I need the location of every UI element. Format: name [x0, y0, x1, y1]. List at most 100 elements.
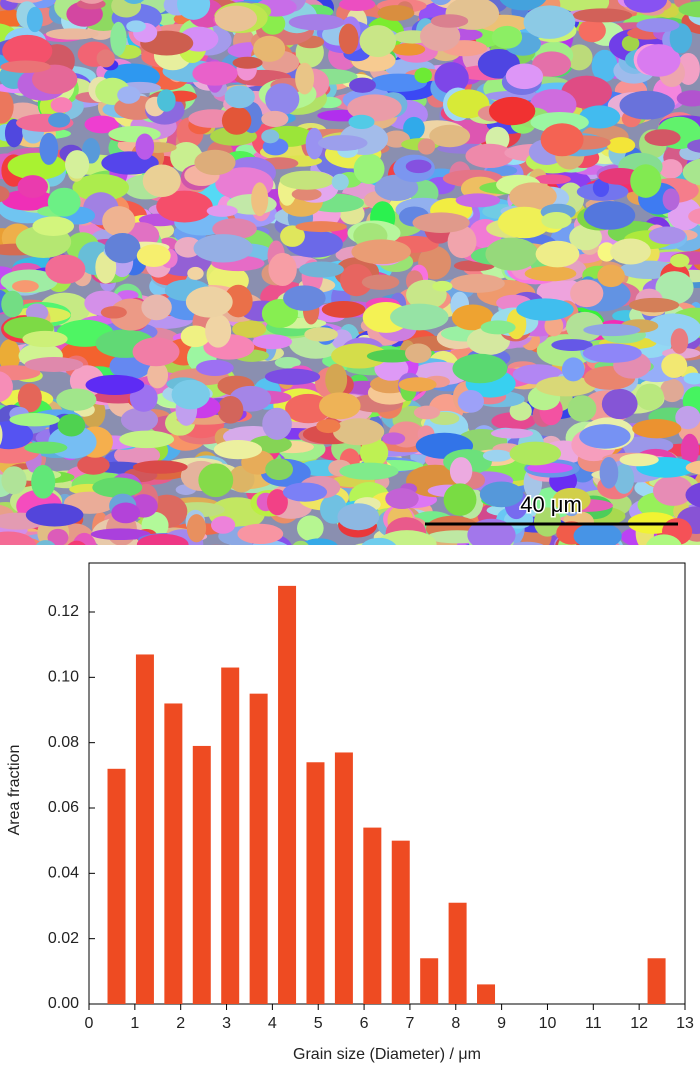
bar — [164, 703, 183, 1004]
grain — [534, 174, 571, 185]
grain — [582, 343, 642, 363]
grain — [332, 418, 385, 446]
grain — [599, 456, 619, 489]
grain — [366, 349, 418, 363]
grain — [12, 280, 39, 293]
grain — [295, 62, 315, 95]
grain — [224, 85, 255, 109]
grain — [619, 90, 675, 120]
grain — [660, 378, 685, 403]
grain — [209, 544, 223, 545]
y-tick-label: 0.10 — [48, 669, 79, 686]
grain — [541, 212, 572, 229]
grain — [224, 284, 253, 318]
grain — [685, 460, 700, 475]
grain — [687, 139, 700, 153]
grain — [295, 221, 347, 233]
grain — [592, 178, 610, 198]
grain — [573, 542, 602, 545]
grain — [316, 419, 341, 434]
grain — [583, 200, 636, 230]
grain — [659, 159, 683, 179]
grain — [110, 21, 127, 56]
grain — [156, 190, 213, 223]
grain — [26, 6, 43, 33]
grain — [213, 439, 263, 460]
grain — [683, 372, 700, 385]
grain — [108, 125, 161, 143]
grain — [509, 401, 532, 421]
grain — [180, 325, 210, 348]
grain — [533, 507, 561, 537]
grain — [348, 114, 375, 129]
grain — [0, 339, 21, 373]
grain — [331, 343, 388, 369]
grain — [652, 475, 694, 506]
y-tick-label: 0.04 — [48, 865, 79, 882]
grain — [591, 49, 618, 82]
grain — [623, 0, 668, 13]
grain — [337, 503, 380, 531]
grain — [403, 116, 425, 140]
grain — [187, 266, 204, 280]
grain — [488, 96, 536, 126]
grain — [253, 35, 286, 62]
grain — [621, 35, 640, 52]
grain — [619, 453, 659, 467]
grain — [132, 337, 180, 367]
grain — [0, 185, 10, 203]
grain — [232, 56, 263, 69]
grain — [450, 273, 505, 293]
grain — [565, 44, 593, 71]
grain — [662, 188, 680, 211]
grain — [359, 438, 389, 467]
grain — [24, 441, 68, 454]
grain — [572, 8, 633, 23]
grain — [675, 405, 700, 430]
grain — [157, 89, 176, 112]
grain — [670, 253, 690, 268]
grain — [510, 541, 544, 545]
grain — [452, 353, 508, 384]
grain — [318, 135, 368, 151]
grain — [47, 187, 81, 217]
y-axis-label: Area fraction — [6, 745, 23, 836]
grain — [669, 23, 693, 54]
grain — [147, 362, 169, 389]
grain — [251, 539, 288, 545]
grain — [198, 463, 234, 498]
bar — [278, 585, 297, 1004]
grain — [100, 306, 127, 319]
grain — [72, 532, 97, 545]
grain — [391, 43, 426, 56]
grain — [499, 0, 547, 11]
grain — [430, 0, 451, 6]
grain — [524, 265, 577, 282]
grain — [540, 123, 584, 157]
grain — [369, 73, 428, 92]
grain — [636, 44, 681, 77]
grain — [382, 432, 406, 445]
grain — [457, 390, 484, 413]
grain — [339, 0, 376, 11]
x-tick-label: 0 — [85, 1015, 94, 1032]
grain — [0, 365, 41, 381]
grain — [688, 208, 700, 225]
bar — [107, 768, 126, 1004]
grain — [340, 263, 373, 297]
grain — [551, 339, 593, 351]
y-tick-label: 0.12 — [48, 603, 79, 620]
x-axis-label: Grain size (Diameter) / μm — [293, 1046, 481, 1063]
grain — [288, 14, 345, 31]
bar — [306, 762, 325, 1004]
grain — [285, 393, 332, 424]
grain — [111, 0, 142, 18]
grain — [17, 383, 42, 413]
grain — [268, 252, 297, 286]
grain — [252, 334, 293, 350]
bar — [334, 752, 353, 1004]
grain — [217, 395, 244, 424]
grain — [283, 285, 326, 311]
grain — [72, 173, 129, 202]
